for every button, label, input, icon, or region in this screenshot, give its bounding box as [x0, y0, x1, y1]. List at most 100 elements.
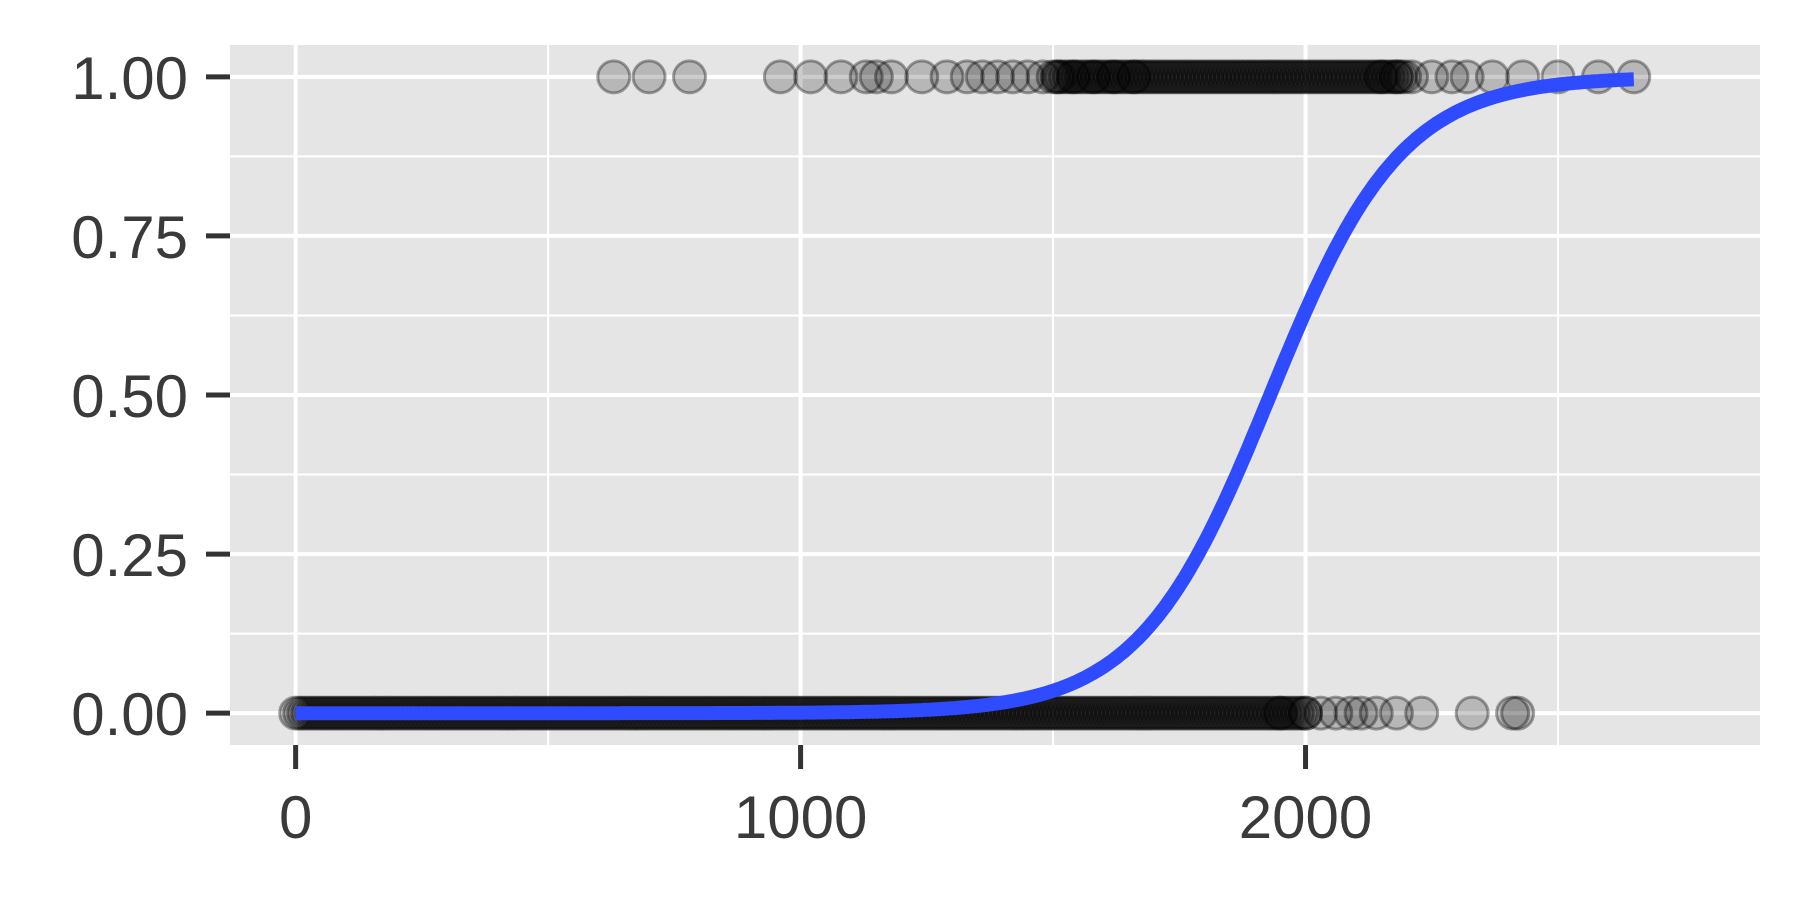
data-point: [1088, 59, 1124, 95]
data-point: [1261, 59, 1297, 95]
data-point: [762, 59, 798, 95]
data-point: [1150, 695, 1186, 731]
y-tick-label: 0.75: [71, 204, 188, 271]
data-point: [1180, 59, 1216, 95]
data-point: [1207, 695, 1243, 731]
data-point: [1154, 695, 1190, 731]
data-point: [1257, 59, 1293, 95]
data-point: [1382, 59, 1418, 95]
data-point: [1043, 59, 1079, 95]
data-point: [1221, 59, 1257, 95]
data-point: [1495, 695, 1531, 731]
data-point: [1343, 695, 1379, 731]
data-point: [1047, 59, 1083, 95]
data-point: [1120, 59, 1156, 95]
data-point: [980, 59, 1016, 95]
data-point: [1253, 59, 1289, 95]
data-point: [1374, 59, 1410, 95]
data-point: [1080, 59, 1116, 95]
data-point: [949, 59, 985, 95]
data-point: [1055, 59, 1091, 95]
data-point: [929, 59, 965, 95]
data-point: [1142, 695, 1178, 731]
data-point: [1075, 59, 1111, 95]
data-point: [1162, 695, 1198, 731]
data-point: [1318, 695, 1354, 731]
data-point: [1219, 695, 1255, 731]
data-point: [1330, 59, 1366, 95]
data-point: [1197, 59, 1233, 95]
data-point: [1086, 695, 1122, 731]
data-point: [1284, 695, 1320, 731]
data-point: [1102, 695, 1138, 731]
data-point: [1185, 59, 1221, 95]
data-point: [1053, 695, 1089, 731]
data-point: [1310, 59, 1346, 95]
data-point: [1040, 59, 1076, 95]
data-point: [1281, 59, 1317, 95]
data-point: [1071, 59, 1107, 95]
data-point: [1160, 59, 1196, 95]
data-point: [1500, 695, 1536, 731]
data-point: [1045, 695, 1081, 731]
data-point: [1247, 695, 1283, 731]
data-point: [1350, 59, 1386, 95]
data-point: [1067, 59, 1103, 95]
data-point: [1122, 695, 1158, 731]
data-point: [1164, 59, 1200, 95]
data-point: [1269, 59, 1305, 95]
data-point: [1314, 59, 1350, 95]
data-point: [1187, 695, 1223, 731]
data-point: [1090, 695, 1126, 731]
data-point: [1243, 695, 1279, 731]
data-point: [1249, 59, 1285, 95]
data-point: [1358, 695, 1394, 731]
data-point: [1267, 695, 1303, 731]
y-tick-label: 0.25: [71, 522, 188, 589]
data-point: [1128, 59, 1164, 95]
data-point: [1370, 59, 1406, 95]
y-tick-label: 0.00: [71, 681, 188, 748]
data-point: [1178, 695, 1214, 731]
data-point: [1110, 695, 1146, 731]
data-point: [1116, 59, 1152, 95]
data-point: [793, 59, 829, 95]
data-point: [1203, 695, 1239, 731]
data-point: [1199, 695, 1235, 731]
data-point: [1229, 59, 1265, 95]
data-point: [1132, 59, 1168, 95]
x-tick-label: 0: [279, 784, 312, 851]
data-point: [1039, 59, 1075, 95]
data-point: [823, 59, 859, 95]
data-point: [1140, 59, 1176, 95]
data-point: [1303, 695, 1339, 731]
data-point: [1168, 59, 1204, 95]
data-point: [1251, 695, 1287, 731]
data-point: [1063, 59, 1099, 95]
data-point: [1225, 59, 1261, 95]
data-point: [1025, 59, 1061, 95]
data-point: [1096, 59, 1132, 95]
data-point: [1265, 59, 1301, 95]
data-point: [1231, 695, 1267, 731]
data-point: [1245, 59, 1281, 95]
data-point: [1124, 59, 1160, 95]
data-point: [1193, 59, 1229, 95]
data-point: [1346, 59, 1382, 95]
data-point: [1404, 695, 1440, 731]
data-point: [1286, 59, 1322, 95]
data-point: [1174, 695, 1210, 731]
data-point: [1051, 59, 1087, 95]
data-point: [1189, 59, 1225, 95]
data-point: [1118, 695, 1154, 731]
data-point: [1263, 695, 1299, 731]
data-point: [1363, 59, 1399, 95]
data-point: [1041, 695, 1077, 731]
data-point: [1069, 695, 1105, 731]
data-point: [1358, 59, 1394, 95]
data-point: [1227, 695, 1263, 731]
data-point: [1172, 59, 1208, 95]
data-point: [1104, 59, 1140, 95]
data-point: [1096, 59, 1132, 95]
